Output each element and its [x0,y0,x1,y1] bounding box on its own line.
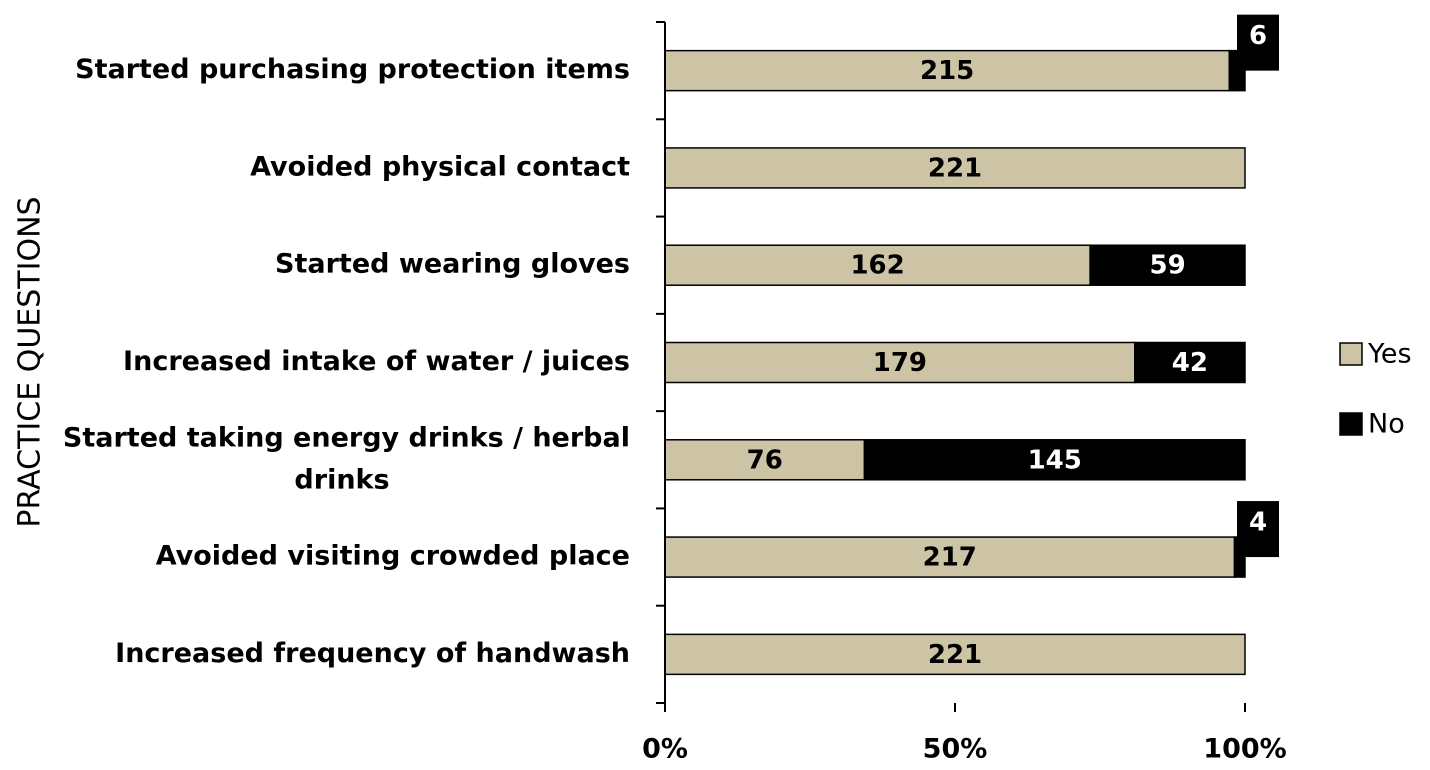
legend-label: No [1368,409,1405,440]
data-label-yes: 221 [928,153,982,183]
bar-no [1134,341,1246,384]
data-label-yes: 76 [747,445,783,475]
data-label-no: 59 [1149,251,1185,281]
legend-swatch [1339,342,1363,366]
category-label: Increased intake of water / juices [123,346,630,377]
category-label: Avoided physical contact [250,151,630,182]
x-tick-label: 50% [923,734,988,765]
legend-swatch [1339,412,1363,436]
category-label: Avoided visiting crowded place [156,541,630,572]
category-label: Started wearing gloves [275,249,630,280]
data-label-no: 145 [1028,445,1082,475]
bar-yes [664,49,1231,92]
x-tick-label: 0% [642,734,688,765]
axis-layer: 0% 50% 100% [642,21,1287,765]
data-label-yes: 215 [920,56,974,86]
data-label-no: 42 [1172,348,1208,378]
labels-layer: 215 6 Started purchasing protection items 2… [63,14,1279,670]
data-label-yes: 217 [923,543,977,573]
category-label: Increased frequency of handwash [115,638,630,669]
category-label: Started purchasing protection items [75,54,630,85]
data-label-yes: 179 [873,348,927,378]
data-label-no: 6 [1249,21,1267,51]
bar-no [1089,244,1246,286]
data-label-no-box [1237,501,1279,558]
data-label-yes: 162 [850,251,904,281]
category-label: Started taking energy drinks / herbal dri… [63,422,630,495]
bars-layer [664,49,1246,676]
legend: Yes No [1339,339,1412,440]
legend-label: Yes [1367,339,1412,370]
y-axis-title: PRACTICE QUESTIONS [13,196,48,527]
x-tick-label: 100% [1203,734,1286,765]
bar-no [863,439,1246,481]
data-label-yes: 221 [928,640,982,670]
bar-yes [664,244,1091,286]
bar-yes [664,341,1136,384]
bar-yes [664,147,1246,189]
data-label-no: 4 [1249,508,1267,538]
data-label-no-box [1237,14,1279,71]
